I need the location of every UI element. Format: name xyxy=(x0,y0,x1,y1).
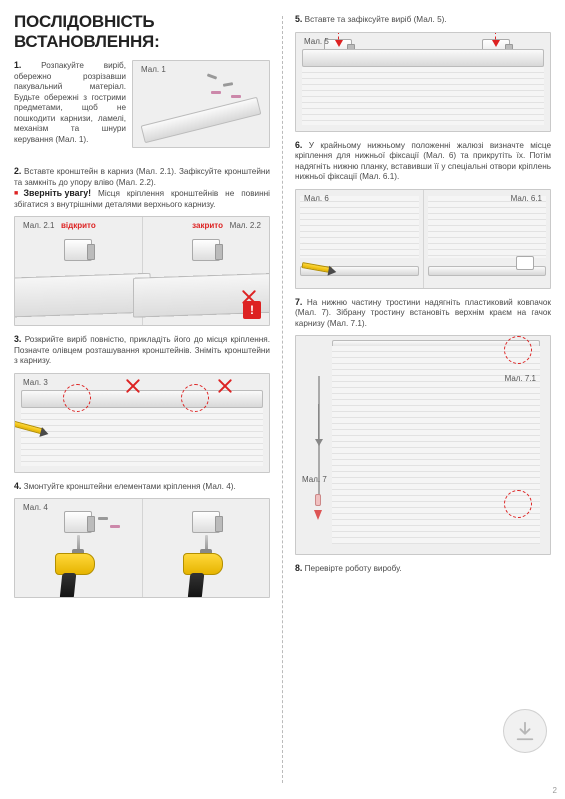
step-2-body: Вставте кронштейн в карниз (Мал. 2.1). З… xyxy=(14,167,270,187)
step-7-text: 7. На нижню частину тростини надягніть п… xyxy=(295,297,551,330)
step-8-num: 8. xyxy=(295,563,302,573)
figure-1-label: Мал. 1 xyxy=(139,65,168,74)
step-1-num: 1. xyxy=(14,60,21,70)
step-4-num: 4. xyxy=(14,481,21,491)
figure-6-right: Мал. 6.1 xyxy=(424,190,551,288)
x-mark-icon xyxy=(125,378,141,394)
step-3-body: Розкрийте виріб повністю, прикладіть йог… xyxy=(14,335,270,365)
step-2-num: 2. xyxy=(14,166,21,176)
step-8-body: Перевірте роботу виробу. xyxy=(305,564,402,573)
bracket-icon xyxy=(192,511,220,533)
step-6-text: 6. У крайньому нижньому положенні жалюзі… xyxy=(295,140,551,183)
figure-2-left: Мал. 2.1 відкрито xyxy=(15,217,143,325)
step-1-text: 1. Розпакуйте виріб, обережно розрізавши… xyxy=(14,60,126,156)
step-3-num: 3. xyxy=(14,334,21,344)
download-arrow-icon xyxy=(514,720,536,742)
step-2-text: 2. Вставте кронштейн в карниз (Мал. 2.1)… xyxy=(14,166,270,210)
tassel-icon xyxy=(314,510,322,520)
figure-6: Мал. 6 Мал. 6.1 xyxy=(295,189,551,289)
arrow-down-icon xyxy=(318,404,319,444)
blinds-icon xyxy=(21,408,263,466)
download-overlay-icon[interactable] xyxy=(503,709,547,753)
bracket-icon xyxy=(192,239,220,261)
figure-4-left xyxy=(15,499,143,597)
figure-2-open-label: відкрито xyxy=(59,221,98,230)
figure-4: Мал. 4 xyxy=(14,498,270,598)
page-title: ПОСЛІДОВНІСТЬ ВСТАНОВЛЕННЯ: xyxy=(14,12,270,52)
bracket-icon xyxy=(64,511,92,533)
figure-2-2-label: Мал. 2.2 xyxy=(228,221,263,230)
figure-4-right xyxy=(143,499,270,597)
step-5-body: Вставте та зафіксуйте виріб (Мал. 5). xyxy=(305,15,447,24)
figure-6-label: Мал. 6 xyxy=(302,194,331,203)
x-mark-icon xyxy=(217,378,233,394)
page-number: 2 xyxy=(553,786,557,795)
step-7-body: На нижню частину тростини надягніть плас… xyxy=(295,298,551,328)
figure-5: Мал. 5 xyxy=(295,32,551,132)
figure-3: Мал. 3 xyxy=(14,373,270,473)
arrow-down-icon xyxy=(338,32,339,45)
wand-cap-icon xyxy=(315,494,321,506)
figure-7-label: Мал. 7 xyxy=(300,475,329,484)
step-3-text: 3. Розкрийте виріб повністю, прикладіть … xyxy=(14,334,270,367)
mark-circle-icon xyxy=(504,336,532,364)
figure-6-1-label: Мал. 6.1 xyxy=(509,194,544,203)
left-column: ПОСЛІДОВНІСТЬ ВСТАНОВЛЕННЯ: 1. Розпакуйт… xyxy=(14,12,270,791)
drill-icon xyxy=(55,553,101,598)
figure-4-label: Мал. 4 xyxy=(21,503,50,512)
figure-2-1-label: Мал. 2.1 xyxy=(21,221,56,230)
step-4-body: Змонтуйте кронштейни елементами кріпленн… xyxy=(24,482,236,491)
step-6-body: У крайньому нижньому положенні жалюзі ви… xyxy=(295,141,551,182)
blinds-icon xyxy=(302,67,544,125)
step-5-text: 5. Вставте та зафіксуйте виріб (Мал. 5). xyxy=(295,14,551,26)
step-1: 1. Розпакуйте виріб, обережно розрізавши… xyxy=(14,60,270,156)
figure-7-1-label: Мал. 7.1 xyxy=(503,374,538,383)
screws-icon xyxy=(94,517,134,547)
figure-1: Мал. 1 xyxy=(132,60,270,148)
figure-5-label: Мал. 5 xyxy=(302,37,331,46)
right-column: 5. Вставте та зафіксуйте виріб (Мал. 5).… xyxy=(295,12,551,791)
step-1-body: Розпакуйте виріб, обережно розрізавши па… xyxy=(14,61,126,144)
figure-2: Мал. 2.1 відкрито Мал. 2.2 закрито ! xyxy=(14,216,270,326)
warning-icon: ! xyxy=(243,301,261,319)
figure-6-left: Мал. 6 xyxy=(296,190,424,288)
step-2-warn-label: Зверніть увагу! xyxy=(24,188,92,198)
mark-circle-icon xyxy=(504,490,532,518)
drill-icon xyxy=(183,553,229,598)
mark-circle-icon xyxy=(63,384,91,412)
figure-7: Мал. 7.1 Мал. 7 xyxy=(295,335,551,555)
page: ПОСЛІДОВНІСТЬ ВСТАНОВЛЕННЯ: 1. Розпакуйт… xyxy=(0,0,565,799)
figure-2-closed-label: закрито xyxy=(190,221,225,230)
clip-icon xyxy=(516,256,534,270)
step-8-text: 8. Перевірте роботу виробу. xyxy=(295,563,551,575)
step-2-warn: Зверніть увагу! xyxy=(14,188,91,200)
figure-3-label: Мал. 3 xyxy=(21,378,50,387)
column-divider xyxy=(282,16,283,783)
arrow-down-icon xyxy=(495,32,496,45)
step-4-text: 4. Змонтуйте кронштейни елементами кріпл… xyxy=(14,481,270,493)
bracket-icon xyxy=(64,239,92,261)
step-7-num: 7. xyxy=(295,297,302,307)
step-6-num: 6. xyxy=(295,140,302,150)
mark-circle-icon xyxy=(181,384,209,412)
headrail-icon xyxy=(141,97,262,143)
step-5-num: 5. xyxy=(295,14,302,24)
figure-2-right: Мал. 2.2 закрито ! xyxy=(143,217,270,325)
